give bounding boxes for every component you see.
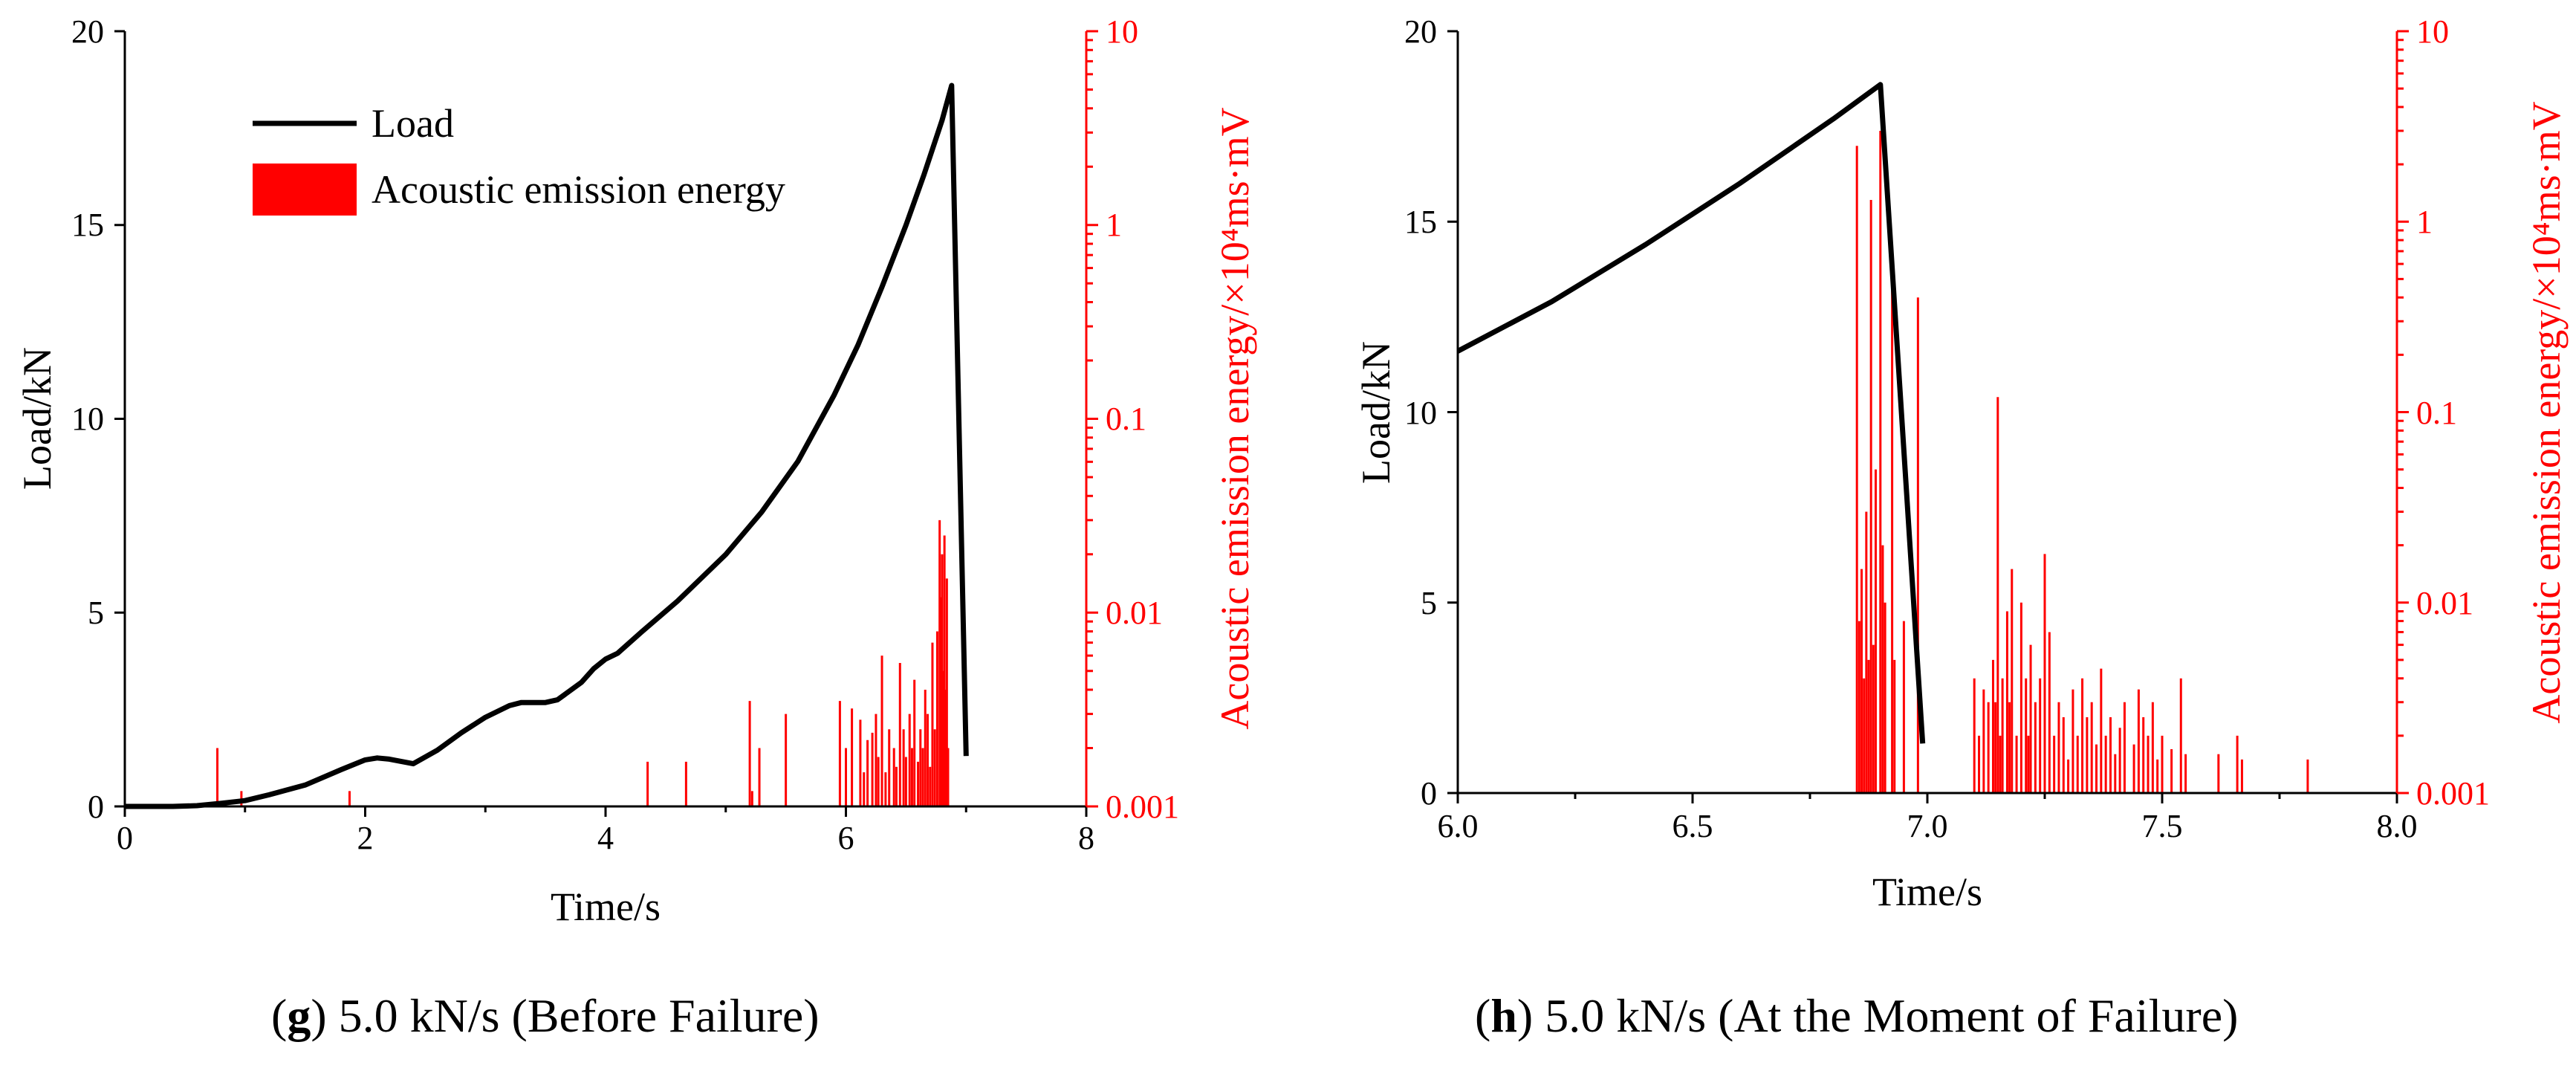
load-line [1456,82,1926,744]
tick-marks [114,30,1098,817]
caption-h: (h) 5.0 kN/s (At the Moment of Failure) [1475,989,2239,1042]
y-tick-label: 20 [71,13,104,50]
legend-label-load: Load [372,101,454,146]
x-tick-label: 6.5 [1673,808,1713,844]
caption-g: (g) 5.0 kN/s (Before Failure) [271,989,820,1042]
x-tick-label: 4 [597,820,614,856]
legend-swatch-ae [253,164,357,216]
chart-panel-h: 6.0 6.5 7.0 7.5 8.0 0 5 10 15 20 0.001 0… [1354,13,2569,914]
y-tick-label: 0 [88,789,104,825]
y-tick-label: 15 [71,207,104,243]
y-right-tick-label: 0.001 [1106,789,1179,825]
legend: Load Acoustic emission energy [253,101,785,216]
y-right-tick-label: 0.001 [2416,775,2490,812]
x-tick-label: 6.0 [1438,808,1479,844]
x-axis-title: Time/s [551,884,661,929]
y-tick-label: 10 [71,401,104,437]
y-tick-label: 0 [1421,775,1437,812]
caption-letter: h [1490,989,1517,1042]
y-tick-label: 20 [1404,13,1437,50]
legend-label-ae: Acoustic emission energy [372,167,785,212]
ae-energy-bars [216,520,950,806]
load-line [125,82,969,809]
y-right-tick-label: 0.1 [2416,395,2457,431]
y-right-tick-label: 10 [2416,13,2449,50]
y-right-tick-label: 0.01 [2416,585,2473,621]
x-tick-label: 6 [838,820,854,856]
x-tick-label: 2 [357,820,374,856]
y-axis-title: Load/kN [1354,341,1398,484]
x-axis-title: Time/s [1872,870,1982,914]
y-tick-label: 15 [1404,204,1437,240]
x-tick-label: 8 [1078,820,1094,856]
y-axis-title: Load/kN [15,347,59,490]
y-right-axis-title: Acoustic emission energy/×10⁴ms·mV [2524,101,2569,723]
chart-panel-g: 0 2 4 6 8 0 5 10 15 20 0.001 0.01 0.1 1 … [15,13,1257,929]
y-right-tick-label: 0.01 [1106,595,1163,631]
ae-energy-bars [1855,130,2309,793]
y-right-tick-label: 10 [1106,13,1138,50]
y-right-tick-label: 1 [2416,204,2433,240]
x-tick-label: 7.5 [2142,808,2183,844]
y-right-tick-label: 0.1 [1106,401,1146,437]
y-tick-label: 5 [88,595,104,631]
x-tick-label: 7.0 [1907,808,1948,844]
y-right-tick-label: 1 [1106,207,1122,243]
caption-text: 5.0 kN/s (At the Moment of Failure) [1545,989,2239,1042]
y-tick-label: 10 [1404,395,1437,431]
tick-marks [1447,30,2409,803]
caption-text: 5.0 kN/s (Before Failure) [338,989,820,1042]
x-tick-label: 8.0 [2377,808,2418,844]
y-tick-label: 5 [1421,585,1437,621]
x-tick-label: 0 [117,820,133,856]
caption-letter: g [287,989,311,1042]
y-right-axis-title: Acoustic emission energy/×10⁴ms·mV [1213,107,1257,729]
